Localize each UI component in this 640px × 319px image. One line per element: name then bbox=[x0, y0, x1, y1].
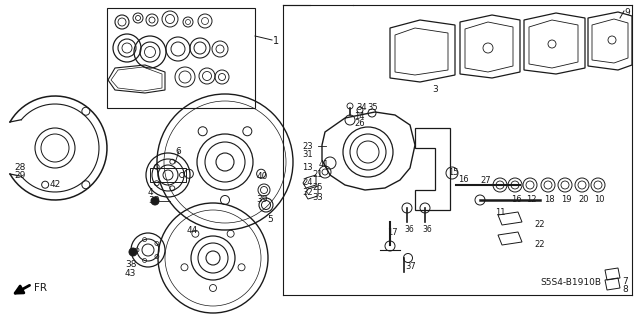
Text: 11: 11 bbox=[495, 208, 506, 217]
Text: 1: 1 bbox=[273, 36, 279, 46]
Text: 19: 19 bbox=[561, 195, 572, 204]
Text: 22: 22 bbox=[534, 240, 545, 249]
Text: 25: 25 bbox=[312, 183, 323, 192]
Text: 43: 43 bbox=[125, 269, 136, 278]
Bar bbox=[107, 8, 255, 108]
Text: 42: 42 bbox=[49, 180, 60, 189]
Text: S5S4-B1910B: S5S4-B1910B bbox=[540, 278, 601, 287]
Text: 17: 17 bbox=[387, 228, 397, 237]
Text: 15: 15 bbox=[448, 168, 458, 177]
Text: 33: 33 bbox=[312, 193, 323, 202]
Text: 21: 21 bbox=[312, 170, 323, 179]
Circle shape bbox=[151, 197, 159, 205]
Text: 24: 24 bbox=[302, 178, 312, 187]
Text: 16: 16 bbox=[458, 175, 468, 184]
Text: 44: 44 bbox=[187, 226, 198, 235]
Text: 28: 28 bbox=[14, 163, 26, 172]
Text: 38: 38 bbox=[148, 196, 159, 205]
Text: 27: 27 bbox=[480, 176, 491, 185]
Text: 40: 40 bbox=[257, 172, 268, 181]
Text: 38: 38 bbox=[125, 260, 136, 269]
Text: 37: 37 bbox=[405, 262, 416, 271]
Text: 31: 31 bbox=[302, 150, 312, 159]
Text: 26: 26 bbox=[354, 119, 365, 128]
Text: 16: 16 bbox=[511, 195, 522, 204]
Text: 41: 41 bbox=[319, 160, 330, 169]
Text: 6: 6 bbox=[175, 147, 180, 156]
Text: 14: 14 bbox=[354, 112, 365, 121]
Text: 18: 18 bbox=[544, 195, 555, 204]
Bar bbox=[150, 168, 186, 182]
Text: 23: 23 bbox=[302, 142, 312, 151]
Text: 13: 13 bbox=[302, 163, 312, 172]
Text: 36: 36 bbox=[404, 225, 413, 234]
Text: 7: 7 bbox=[622, 277, 628, 286]
Text: 32: 32 bbox=[302, 188, 312, 197]
Text: 35: 35 bbox=[367, 103, 378, 112]
Text: 20: 20 bbox=[578, 195, 589, 204]
Text: 22: 22 bbox=[534, 220, 545, 229]
Circle shape bbox=[129, 248, 137, 256]
Text: 5: 5 bbox=[267, 215, 273, 224]
Text: 34: 34 bbox=[356, 103, 367, 112]
Text: 12: 12 bbox=[526, 195, 536, 204]
Text: 4: 4 bbox=[148, 188, 154, 197]
Text: 39: 39 bbox=[256, 195, 268, 204]
Text: 29: 29 bbox=[14, 171, 26, 180]
Text: FR: FR bbox=[34, 283, 47, 293]
Text: 8: 8 bbox=[622, 285, 628, 294]
Text: 10: 10 bbox=[594, 195, 605, 204]
Text: 3: 3 bbox=[432, 85, 438, 94]
Text: 9: 9 bbox=[624, 8, 630, 17]
Text: 36: 36 bbox=[422, 225, 432, 234]
